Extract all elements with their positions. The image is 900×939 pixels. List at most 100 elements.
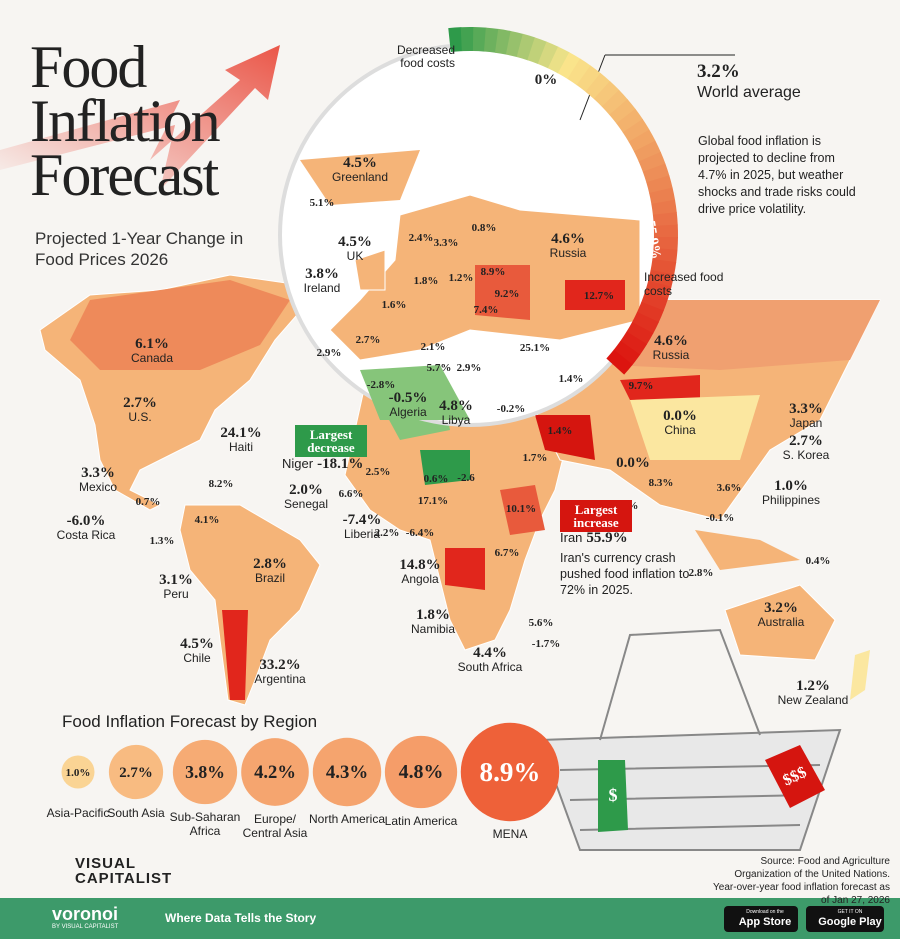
country-value: 2.9% (316, 347, 342, 359)
china (630, 395, 760, 460)
gauge-segment (653, 236, 678, 251)
country-label: 2.8% Brazil (253, 556, 287, 585)
country-name: S. Korea (782, 448, 830, 462)
country-label: 4.1% (195, 514, 220, 526)
country-label: 6.1% Canada (131, 336, 173, 365)
country-name: Japan (789, 416, 823, 430)
google-play-button[interactable] (806, 906, 884, 932)
country-value: 2.5% (365, 466, 391, 478)
country-label: 12.7% (584, 290, 614, 302)
gauge (448, 27, 678, 375)
indonesia (695, 530, 800, 570)
country-value: -2.8% (366, 379, 396, 391)
country-value: 12.7% (583, 290, 615, 302)
kazakhstan (620, 375, 700, 400)
gauge-segment (567, 58, 592, 86)
country-value: 0.0% (616, 455, 650, 471)
title: Food Inflation Forecast (30, 34, 221, 208)
country-value: 3.3% (433, 237, 459, 249)
country-value: 4.6% (654, 333, 688, 349)
gauge-segment (472, 27, 487, 52)
country-value: 8.2% (208, 478, 234, 490)
country-value: 6.1% (135, 336, 169, 352)
country-label: 0.6% (424, 473, 449, 485)
country-value: 4.8% (439, 398, 473, 414)
country-value: 4.4% (473, 645, 507, 661)
country-label: 1.3% (150, 535, 175, 547)
country-value: 1.0% (774, 478, 808, 494)
country-label: -6.4% (406, 527, 434, 539)
country-value: 1.8% (416, 607, 450, 623)
country-label: 2.4% (409, 232, 434, 244)
region-name: North America (308, 812, 386, 827)
country-label: 1.0% Philippines (762, 478, 820, 507)
south-america (179, 504, 321, 706)
country-value: 3.3% (789, 401, 823, 417)
country-value: 3.3% (81, 465, 115, 481)
country-label: 2.7% (356, 334, 381, 346)
country-label: 8.9% (481, 266, 506, 278)
uk (354, 249, 386, 291)
country-label: 2.5% (366, 466, 391, 478)
country-label: 6.7% (495, 547, 520, 559)
country-value: 4.5% (338, 234, 372, 250)
country-label: 0.0% China (663, 408, 697, 437)
gauge-segment (638, 151, 666, 173)
country-name: China (664, 423, 696, 437)
region-bubble (61, 755, 95, 789)
country-name: Canada (130, 351, 174, 365)
australia (724, 584, 836, 661)
country-label: 2.0% Senegal (284, 482, 328, 511)
country-label: 1.7% (523, 452, 548, 464)
country-label: 3.3% Mexico (79, 465, 117, 494)
gauge-segment (628, 129, 656, 153)
price-tag-label: $ (608, 785, 618, 805)
country-label: 0.7% (136, 496, 161, 508)
country-value: -0.2% (496, 403, 526, 415)
country-label: 1.8% (414, 275, 439, 287)
greenland (300, 150, 420, 205)
country-label: 3.8% Ireland (304, 266, 341, 295)
country-label: 0.0% (616, 455, 650, 471)
gauge-segment (557, 52, 581, 80)
country-value: 2.1% (420, 341, 446, 353)
country-name: Brazil (254, 571, 285, 585)
country-label: 0.4% (806, 555, 831, 567)
gauge-mid: 0% (534, 72, 558, 88)
russia (600, 300, 880, 370)
footer-logo-sub: BY VISUAL CAPITALIST (52, 924, 119, 930)
country-value: -6.4% (405, 527, 435, 539)
country-name: South Africa (457, 660, 523, 674)
country-name: Russia (549, 246, 587, 260)
app-store-button[interactable] (724, 906, 798, 932)
country-label: -6.0% Costa Rica (57, 513, 116, 542)
country-value: 2.8% (253, 556, 287, 572)
country-label: 5.6% (529, 617, 554, 629)
country-label: 6.6% (339, 488, 364, 500)
country-name: Libya (441, 413, 471, 427)
country-value: -6.0% (66, 513, 106, 529)
gauge-segment (652, 212, 678, 227)
region-bubble (172, 739, 238, 805)
gauge-segment (636, 301, 664, 323)
largest-increase-label: Iran 55.9% (560, 530, 628, 547)
region-bubble (460, 722, 560, 822)
country-label: 5.7% (427, 362, 452, 374)
gauge-segment (613, 340, 641, 366)
country-label: 9.7% (629, 380, 654, 392)
country-label: 2.9% (317, 347, 342, 359)
country-value: 2.0% (289, 482, 323, 498)
country-label: 0.8% (472, 222, 497, 234)
region-value: 4.2% (254, 761, 296, 783)
app-store: App Store (738, 916, 792, 928)
country-value: 6.7% (494, 547, 520, 559)
country-value: -0.1% (705, 512, 735, 524)
country-name: Niger (282, 456, 314, 471)
gauge-segment (547, 46, 570, 74)
gauge-segment (537, 41, 559, 69)
country-label: 2.9% (457, 362, 482, 374)
country-label: 4.8% Libya (439, 398, 473, 427)
region-value: 2.7% (119, 764, 153, 781)
country-name: Mexico (78, 480, 118, 494)
